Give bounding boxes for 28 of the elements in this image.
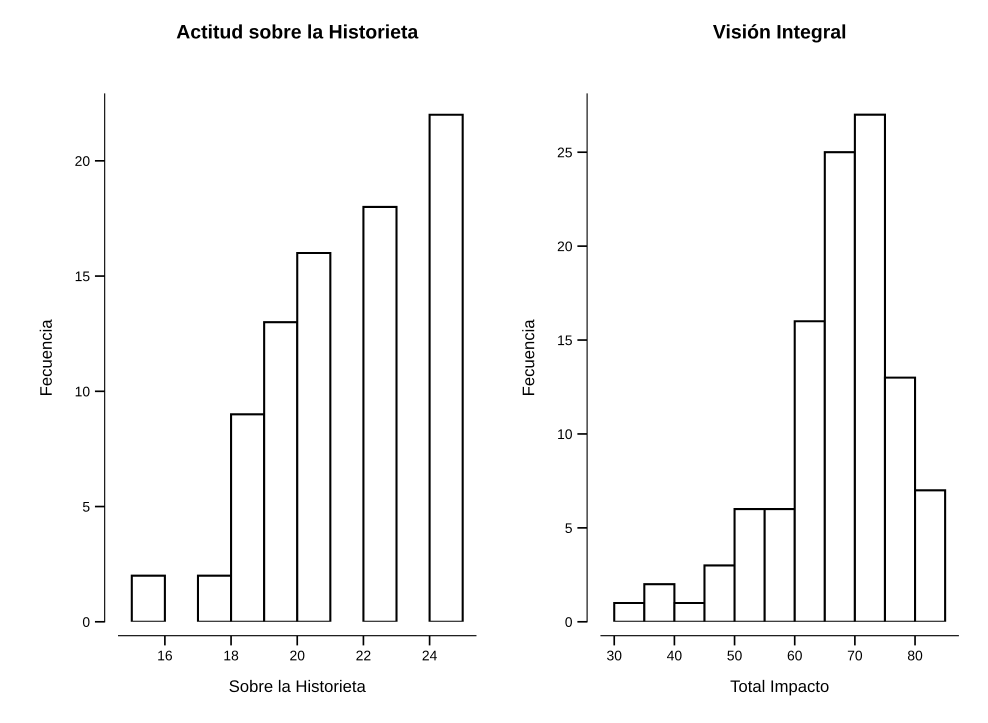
x-tick-label: 22: [356, 650, 370, 660]
x-axis-title: Sobre la Historieta: [229, 680, 366, 692]
x-tick-label: 50: [727, 650, 742, 660]
y-axis-title: Fecuencia: [40, 319, 52, 395]
y-axis-title: Fecuencia: [522, 319, 534, 395]
y-tick-label: 15: [76, 272, 90, 282]
x-tick-label: 18: [224, 650, 238, 660]
y-tick-label: 20: [75, 156, 90, 166]
y-tick-label: 20: [558, 241, 572, 252]
x-axis-title: Total Impacto: [730, 680, 829, 696]
chart-title: Actitud sobre la Historieta: [176, 24, 418, 39]
x-tick-label: 40: [666, 650, 682, 660]
y-tick-label: 0: [565, 617, 572, 627]
y-tick-label: 5: [82, 502, 90, 512]
y-tick-label: 25: [558, 148, 572, 158]
x-tick-label: 60: [788, 650, 802, 660]
y-tick-label: 10: [76, 386, 90, 396]
x-tick-label: 16: [158, 650, 172, 660]
x-tick-label: 24: [422, 650, 437, 660]
chart-title: Visión Integral: [713, 24, 846, 43]
y-tick-label: 15: [558, 336, 572, 346]
y-tick-label: 0: [82, 617, 90, 627]
x-tick-label: 80: [908, 650, 922, 660]
x-tick-label: 30: [607, 650, 622, 660]
y-tick-label: 10: [558, 429, 572, 440]
y-tick-label: 5: [565, 523, 572, 534]
x-tick-label: 70: [848, 650, 862, 660]
x-tick-label: 20: [290, 650, 304, 660]
